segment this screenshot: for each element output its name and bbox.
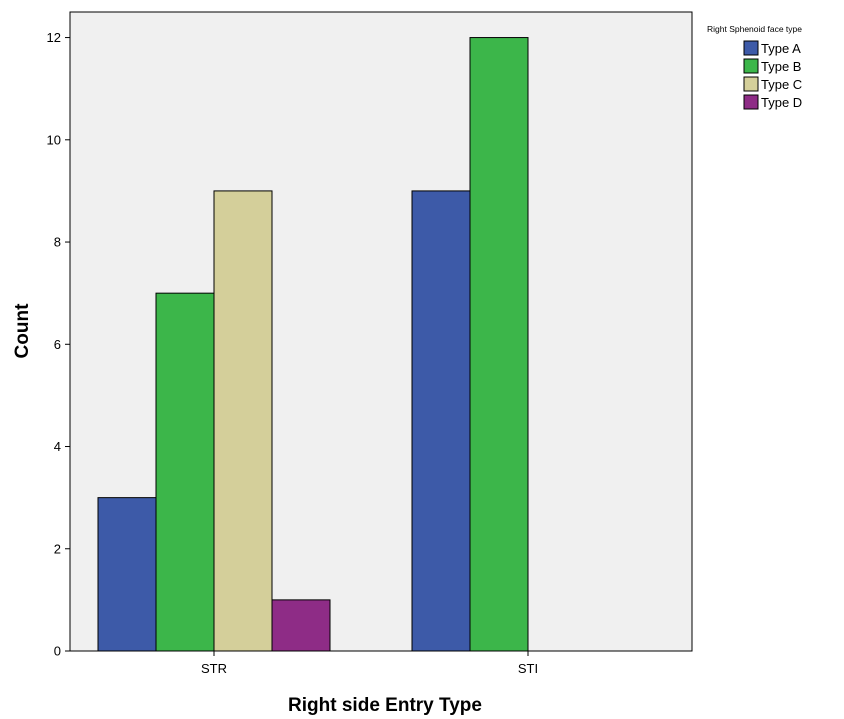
y-tick-label: 0	[54, 644, 61, 659]
y-tick-label: 10	[47, 132, 61, 147]
bar-str-type-c	[213, 190, 273, 652]
legend-swatch	[743, 76, 759, 92]
legend-label: Type C	[761, 77, 802, 92]
bar-sti-type-b	[469, 37, 529, 652]
legend-swatch	[743, 58, 759, 74]
legend-label: Type A	[761, 41, 801, 56]
y-axis: 0 2 4 6 8 10 12	[47, 30, 70, 659]
x-tick-label: STR	[201, 661, 227, 676]
legend-swatch	[743, 94, 759, 110]
y-axis-title: Count	[12, 303, 33, 359]
y-tick-label: 2	[54, 541, 61, 556]
bar-str-type-d	[271, 599, 331, 652]
y-tick-label: 8	[54, 235, 61, 250]
y-tick-label: 4	[54, 439, 61, 454]
bars-group	[97, 37, 529, 652]
bar-str-type-b	[155, 292, 215, 652]
legend: Right Sphenoid face type Type A Type B Typ…	[707, 24, 802, 110]
y-tick-label: 12	[47, 30, 61, 45]
legend-label: Type B	[761, 59, 801, 74]
y-tick-label: 6	[54, 337, 61, 352]
bar-str-type-a	[97, 497, 157, 652]
legend-label: Type D	[761, 95, 802, 110]
legend-title: Right Sphenoid face type	[707, 24, 802, 34]
x-axis: STR STI	[201, 651, 538, 676]
x-tick-label: STI	[518, 661, 538, 676]
legend-swatch	[743, 40, 759, 56]
x-axis-title: Right side Entry Type	[288, 695, 482, 716]
bar-sti-type-a	[411, 190, 471, 652]
